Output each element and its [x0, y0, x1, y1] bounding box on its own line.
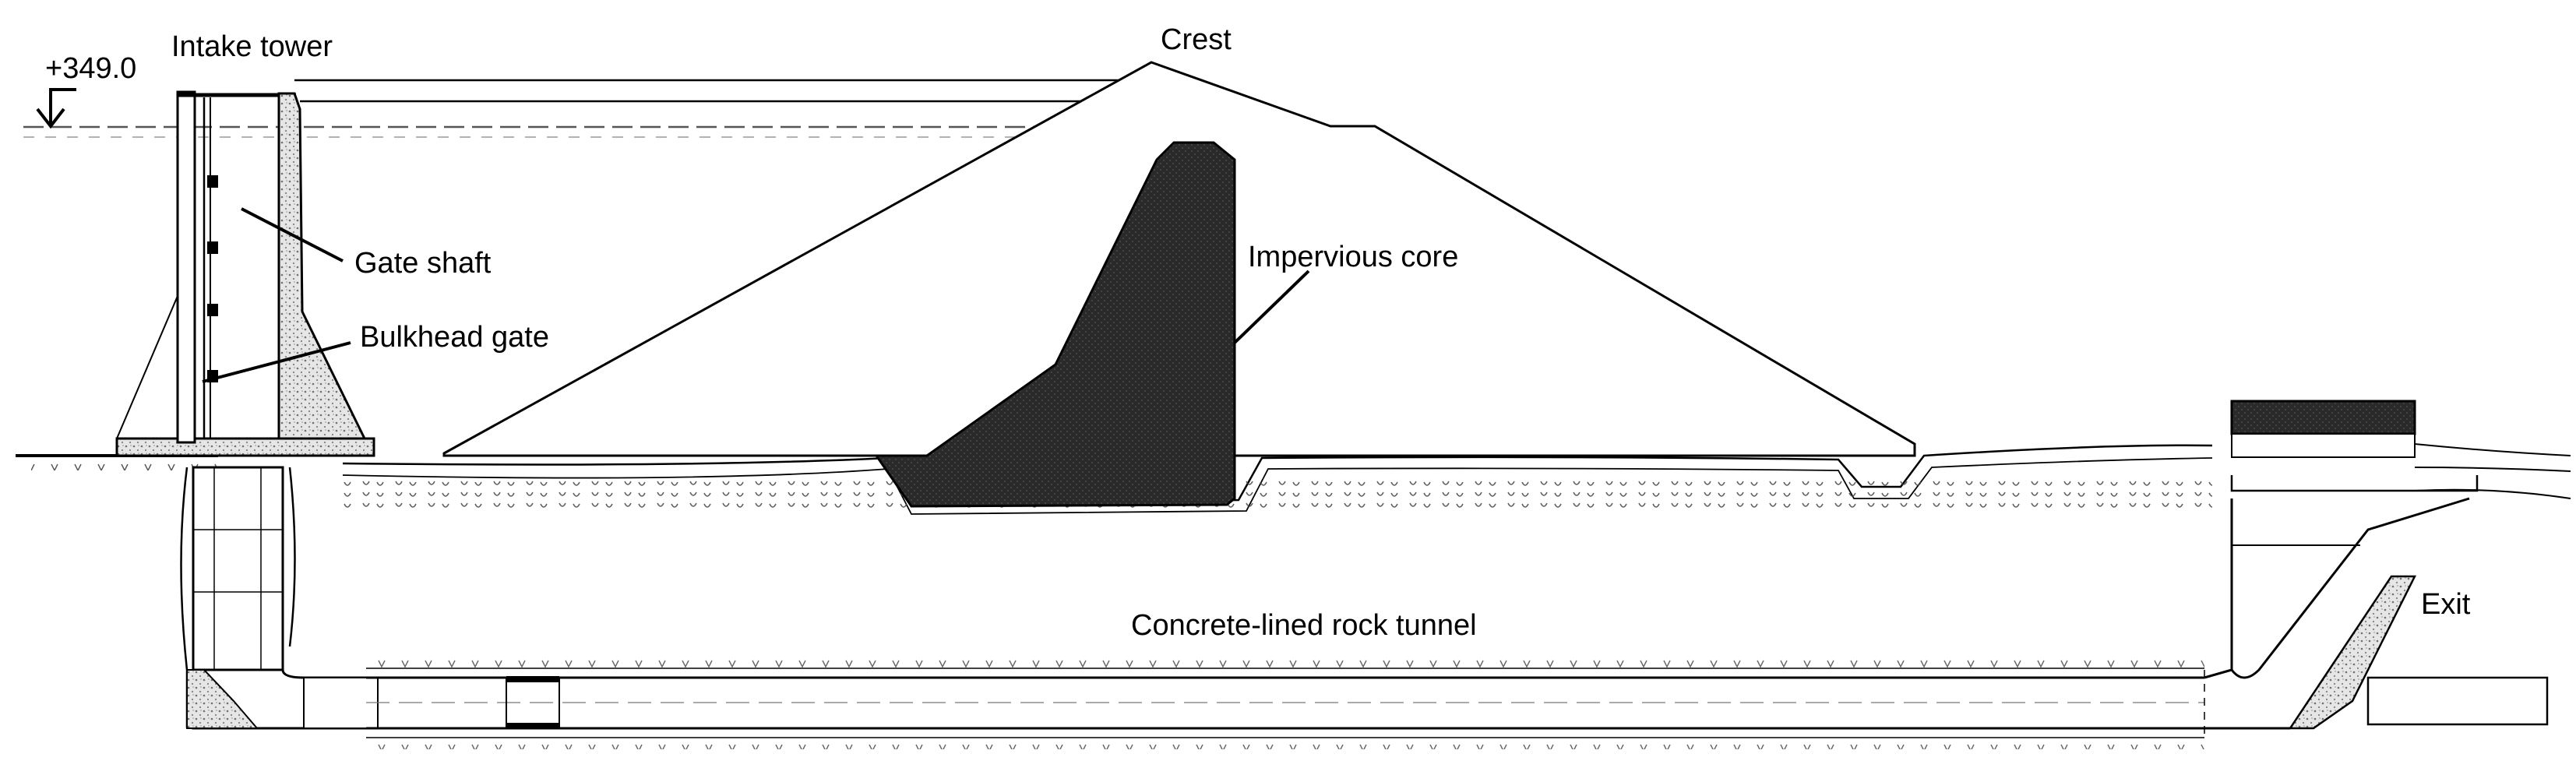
- exit-label: Exit: [2421, 588, 2471, 621]
- impervious-core-label: Impervious core: [1248, 241, 1458, 273]
- gate-shaft-label: Gate shaft: [354, 247, 492, 280]
- impervious-core: [874, 141, 1236, 508]
- concrete-lined-tunnel: [366, 658, 2290, 749]
- elevation-marker: [36, 88, 76, 129]
- leader-lines: [202, 207, 1310, 383]
- dam-embankment: [342, 61, 2213, 515]
- bulkhead-gate-label: Bulkhead gate: [360, 321, 549, 354]
- exit-structure: [2230, 400, 2571, 730]
- tunnel-label: Concrete-lined rock tunnel: [1131, 609, 1477, 642]
- gate-shaft-drop: [180, 466, 379, 730]
- elevation-label: +349.0: [45, 52, 136, 85]
- intake-tower-label: Intake tower: [171, 30, 333, 63]
- crest-label: Crest: [1161, 23, 1232, 56]
